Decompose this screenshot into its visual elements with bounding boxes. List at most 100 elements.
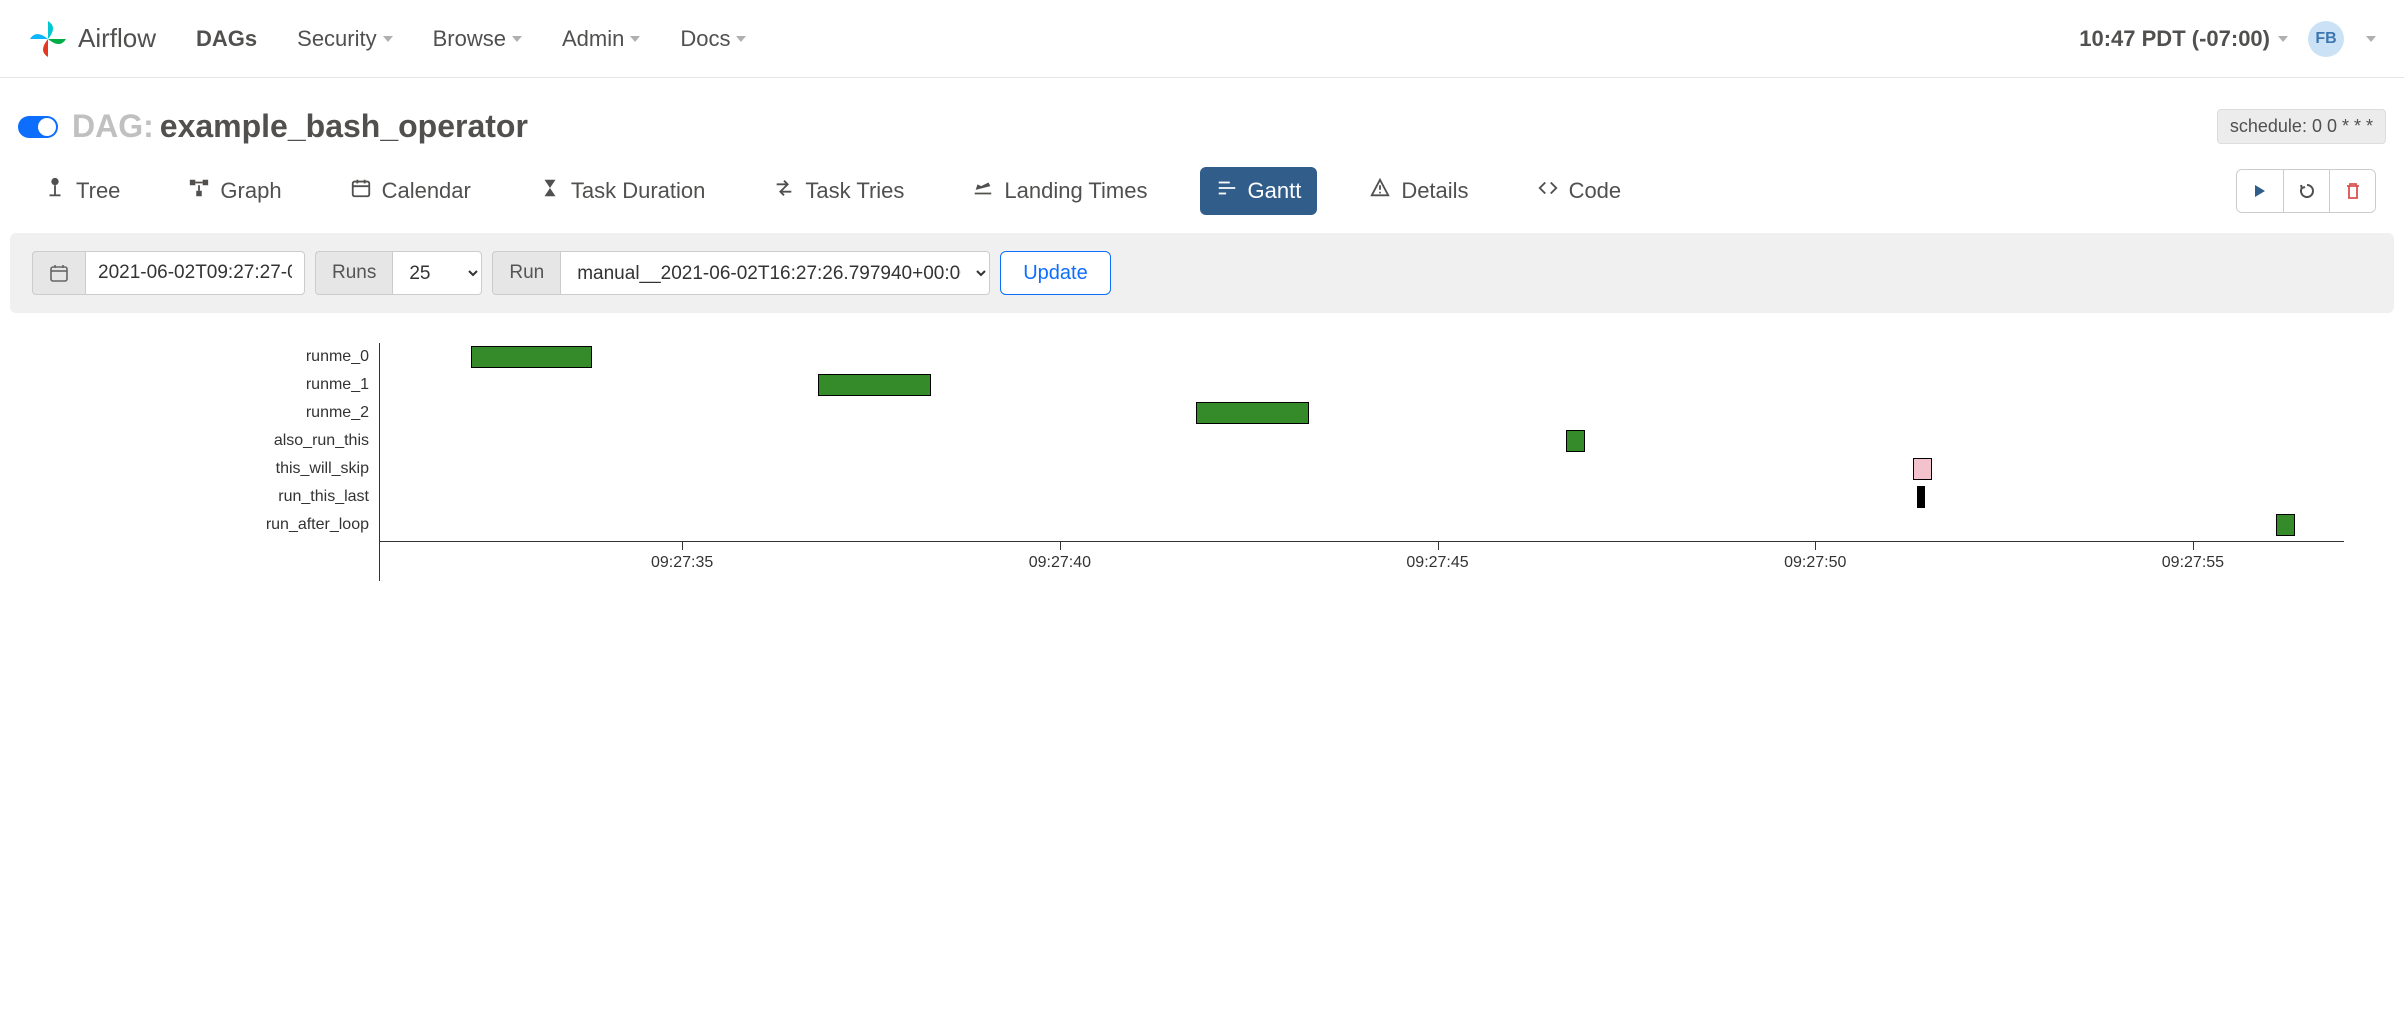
brand-text: Airflow — [78, 23, 156, 54]
tab-label: Code — [1569, 178, 1622, 204]
dag-tabs: Tree Graph Calendar Task Duration Task Tries… — [0, 161, 2404, 233]
gantt-bar[interactable] — [818, 374, 931, 396]
landing-icon — [972, 177, 994, 205]
nav-item-security[interactable]: Security — [297, 26, 392, 52]
retry-icon — [773, 177, 795, 205]
gantt-task-label: this_will_skip — [60, 455, 369, 483]
num-runs-group: Runs 25 — [315, 251, 482, 295]
tab-label: Calendar — [382, 178, 471, 204]
gantt-bar[interactable] — [1196, 402, 1309, 424]
clock-text: 10:47 PDT (-07:00) — [2079, 26, 2270, 52]
brand[interactable]: Airflow — [28, 19, 156, 59]
axis-tick-label: 09:27:40 — [1029, 554, 1091, 572]
tab-code[interactable]: Code — [1521, 167, 1638, 215]
run-select-group: Run manual__2021-06-02T16:27:26.797940+0… — [492, 251, 990, 295]
details-icon — [1369, 177, 1391, 205]
axis-tick-label: 09:27:35 — [651, 554, 713, 572]
run-controls: Runs 25 Run manual__2021-06-02T16:27:26.… — [10, 233, 2394, 313]
tab-label: Task Tries — [805, 178, 904, 204]
clock[interactable]: 10:47 PDT (-07:00) — [2079, 26, 2288, 52]
top-navbar: Airflow DAGs Security Browse Admin Docs 10:4… — [0, 0, 2404, 78]
graph-icon — [188, 177, 210, 205]
gantt-bar[interactable] — [1917, 486, 1925, 508]
tab-task_tries[interactable]: Task Tries — [757, 167, 920, 215]
trigger-dag-button[interactable] — [2237, 170, 2283, 212]
gantt-bar[interactable] — [2276, 514, 2295, 536]
tab-graph[interactable]: Graph — [172, 167, 297, 215]
gantt-task-label: run_this_last — [60, 483, 369, 511]
chevron-down-icon[interactable] — [2366, 36, 2376, 42]
axis-tick — [1815, 542, 1816, 550]
gantt-chart: runme_0runme_1runme_2also_run_thisthis_w… — [0, 313, 2404, 611]
nav-item-dags[interactable]: DAGs — [196, 26, 257, 52]
dag-toggle[interactable] — [18, 116, 58, 138]
gantt-x-axis: 09:27:3509:27:4009:27:4509:27:5009:27:55 — [380, 541, 2344, 581]
chevron-down-icon — [2278, 36, 2288, 42]
dag-prefix: DAG: — [72, 108, 154, 145]
tab-details[interactable]: Details — [1353, 167, 1484, 215]
run-label: Run — [492, 251, 560, 295]
nav-right: 10:47 PDT (-07:00) FB — [2079, 21, 2376, 57]
num-runs-select[interactable]: 25 — [392, 251, 482, 295]
tab-gantt[interactable]: Gantt — [1200, 167, 1318, 215]
gantt-bar[interactable] — [1913, 458, 1932, 480]
refresh-button[interactable] — [2283, 170, 2329, 212]
hourglass-icon — [539, 177, 561, 205]
tab-label: Tree — [76, 178, 120, 204]
gantt-task-label: runme_1 — [60, 371, 369, 399]
update-button[interactable]: Update — [1000, 251, 1111, 295]
calendar-icon — [49, 263, 69, 283]
dag-name: example_bash_operator — [160, 108, 528, 145]
tab-label: Details — [1401, 178, 1468, 204]
delete-button[interactable] — [2329, 170, 2375, 212]
nav-item-docs[interactable]: Docs — [680, 26, 746, 52]
gantt-task-label: runme_0 — [60, 343, 369, 371]
tab-label: Graph — [220, 178, 281, 204]
user-avatar[interactable]: FB — [2308, 21, 2344, 57]
gantt-row — [380, 427, 2344, 455]
chevron-down-icon — [512, 36, 522, 42]
tab-calendar[interactable]: Calendar — [334, 167, 487, 215]
nav-item-browse[interactable]: Browse — [433, 26, 522, 52]
chevron-down-icon — [736, 36, 746, 42]
calendar-icon-addon[interactable] — [32, 251, 85, 295]
axis-tick — [2193, 542, 2194, 550]
gantt-chart-area: 09:27:3509:27:4009:27:4509:27:5009:27:55 — [380, 343, 2344, 581]
tab-landing_times[interactable]: Landing Times — [956, 167, 1163, 215]
chevron-down-icon — [383, 36, 393, 42]
tab-tree[interactable]: Tree — [28, 167, 136, 215]
tree-icon — [44, 177, 66, 205]
base-date-input[interactable] — [85, 251, 305, 295]
axis-tick — [682, 542, 683, 550]
run-select[interactable]: manual__2021-06-02T16:27:26.797940+00:00 — [560, 251, 990, 295]
gantt-task-labels: runme_0runme_1runme_2also_run_thisthis_w… — [60, 343, 380, 581]
dag-header: DAG: example_bash_operator schedule: 0 0… — [0, 78, 2404, 161]
airflow-logo-icon — [28, 19, 68, 59]
gantt-row — [380, 399, 2344, 427]
nav-items: DAGs Security Browse Admin Docs — [196, 26, 746, 52]
tab-label: Landing Times — [1004, 178, 1147, 204]
action-buttons — [2236, 169, 2376, 213]
play-icon — [2252, 183, 2268, 199]
chevron-down-icon — [630, 36, 640, 42]
runs-label: Runs — [315, 251, 392, 295]
gantt-row — [380, 511, 2344, 539]
axis-tick — [1060, 542, 1061, 550]
tab-label: Gantt — [1248, 178, 1302, 204]
tab-task_duration[interactable]: Task Duration — [523, 167, 722, 215]
nav-item-admin[interactable]: Admin — [562, 26, 640, 52]
gantt-row — [380, 343, 2344, 371]
gantt-bar[interactable] — [471, 346, 592, 368]
axis-tick — [1438, 542, 1439, 550]
code-icon — [1537, 177, 1559, 205]
axis-tick-label: 09:27:45 — [1406, 554, 1468, 572]
gantt-bar[interactable] — [1566, 430, 1585, 452]
schedule-badge: schedule: 0 0 * * * — [2217, 109, 2386, 144]
axis-tick-label: 09:27:50 — [1784, 554, 1846, 572]
calendar-icon — [350, 177, 372, 205]
gantt-task-label: runme_2 — [60, 399, 369, 427]
refresh-icon — [2298, 182, 2316, 200]
gantt-task-label: also_run_this — [60, 427, 369, 455]
gantt-icon — [1216, 177, 1238, 205]
trash-icon — [2345, 182, 2361, 200]
